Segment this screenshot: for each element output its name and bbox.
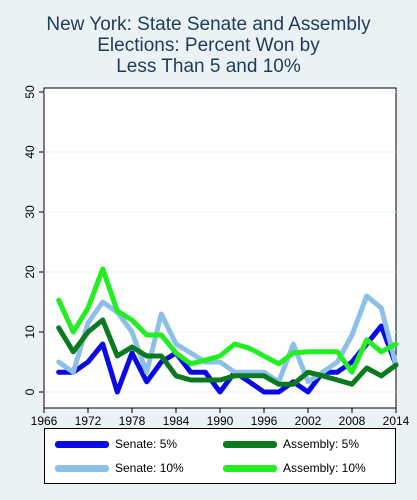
title-line-3: Less Than 5 and 10% xyxy=(116,56,301,77)
x-tick-label-1996: 1996 xyxy=(251,414,278,428)
title-line-1: New York: State Senate and Assembly xyxy=(46,14,371,35)
legend-label-assembly-10: Assembly: 10% xyxy=(283,461,366,475)
series-line-senate-5 xyxy=(56,323,399,395)
y-tick-label-20: 20 xyxy=(23,265,37,279)
legend-item-senate-10: Senate: 10% xyxy=(55,458,184,478)
legend-label-assembly-5: Assembly: 5% xyxy=(283,437,360,451)
x-tick-label-2014: 2014 xyxy=(383,414,410,428)
x-tick-label-1984: 1984 xyxy=(163,414,190,428)
y-tick-label-30: 30 xyxy=(23,205,37,219)
x-tick-label-1990: 1990 xyxy=(207,414,234,428)
legend-swatch-senate-5 xyxy=(55,440,109,448)
y-tick-label-0: 0 xyxy=(23,388,37,395)
title-line-2: Elections: Percent Won by xyxy=(97,35,320,56)
chart-title: New York: State Senate and Assembly Elec… xyxy=(0,14,417,77)
legend-item-assembly-5: Assembly: 5% xyxy=(223,434,359,454)
legend: Senate: 5% Assembly: 5% Senate: 10% Asse… xyxy=(44,428,396,484)
legend-label-senate-10: Senate: 10% xyxy=(115,461,184,475)
x-tick-label-1978: 1978 xyxy=(119,414,146,428)
legend-swatch-assembly-5 xyxy=(223,440,277,448)
legend-item-assembly-10: Assembly: 10% xyxy=(223,458,366,478)
y-tick-label-40: 40 xyxy=(23,145,37,159)
series-line-assembly-10 xyxy=(56,266,399,375)
legend-swatch-senate-10 xyxy=(55,464,109,472)
legend-swatch-assembly-10 xyxy=(223,464,277,472)
legend-item-senate-5: Senate: 5% xyxy=(55,434,177,454)
x-tick-label-2008: 2008 xyxy=(339,414,366,428)
legend-label-senate-5: Senate: 5% xyxy=(115,437,178,451)
y-tick-label-10: 10 xyxy=(23,325,37,339)
series-line-assembly-5 xyxy=(56,317,399,387)
y-tick-label-50: 50 xyxy=(23,85,37,99)
x-tick-label-2002: 2002 xyxy=(295,414,322,428)
x-tick-label-1972: 1972 xyxy=(75,414,102,428)
x-tick-label-1966: 1966 xyxy=(31,414,58,428)
